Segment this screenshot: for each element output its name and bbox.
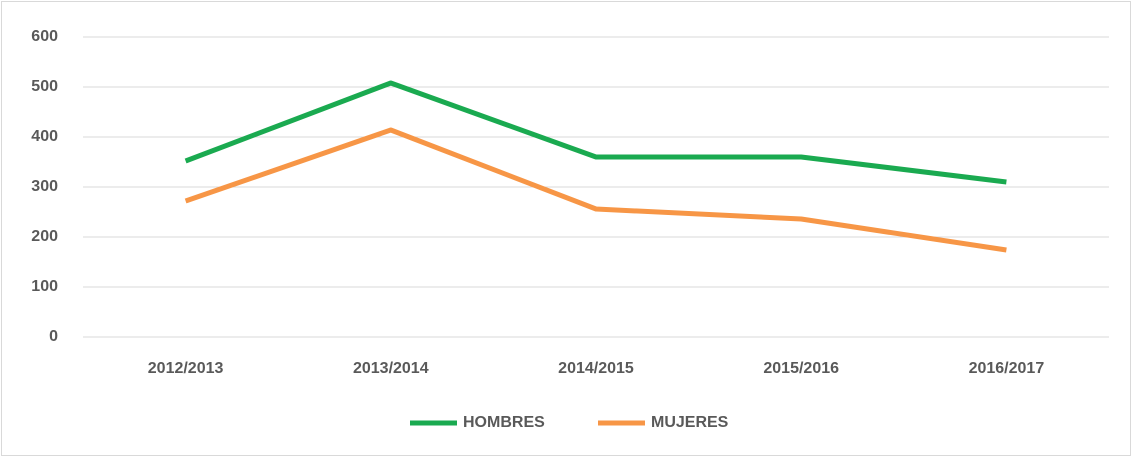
legend-label: HOMBRES	[463, 414, 545, 431]
y-tick-label: 500	[31, 78, 58, 95]
y-tick-label: 200	[31, 228, 58, 245]
y-tick-label: 600	[31, 28, 58, 45]
legend-label: MUJERES	[651, 414, 729, 431]
x-tick-label: 2014/2015	[558, 360, 634, 377]
line-series	[184, 80, 1007, 185]
line-series	[184, 127, 1007, 253]
y-tick-label: 0	[49, 328, 58, 345]
x-tick-label: 2013/2014	[353, 360, 429, 377]
y-tick-label: 300	[31, 178, 58, 195]
y-tick-label: 400	[31, 128, 58, 145]
y-tick-label: 100	[31, 278, 58, 295]
x-tick-label: 2016/2017	[969, 360, 1045, 377]
x-tick-label: 2012/2013	[148, 360, 224, 377]
x-tick-label: 2015/2016	[763, 360, 839, 377]
